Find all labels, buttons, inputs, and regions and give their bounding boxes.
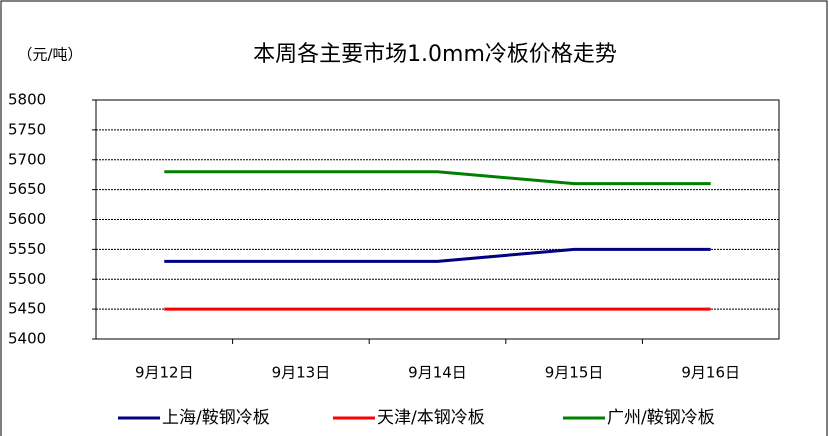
y-tick-label: 5600 xyxy=(8,210,46,228)
x-tick-label: 9月12日 xyxy=(135,364,194,382)
y-axis-label: （元/吨） xyxy=(17,46,82,64)
x-tick-label: 9月14日 xyxy=(408,364,467,382)
y-tick-label: 5800 xyxy=(8,91,46,109)
legend-label: 上海/鞍钢冷板 xyxy=(162,408,270,428)
x-tick-label: 9月13日 xyxy=(272,364,331,382)
plot-area xyxy=(95,99,780,340)
x-tick-label: 9月15日 xyxy=(545,364,604,382)
x-tick-label: 9月16日 xyxy=(681,364,740,382)
y-tick-label: 5400 xyxy=(8,330,46,348)
legend-label: 天津/本钢冷板 xyxy=(377,408,485,428)
line-series xyxy=(164,247,711,263)
y-tick-label: 5550 xyxy=(8,240,46,258)
line-series xyxy=(164,170,711,186)
y-tick-label: 5750 xyxy=(8,120,46,138)
y-tick-label: 5700 xyxy=(8,150,46,168)
chart-title: 本周各主要市场1.0mm冷板价格走势 xyxy=(253,42,617,67)
legend-label: 广州/鞍钢冷板 xyxy=(607,408,715,428)
y-tick-label: 5500 xyxy=(8,270,46,288)
y-tick-label: 5650 xyxy=(8,180,46,198)
y-tick-label: 5450 xyxy=(8,300,46,318)
